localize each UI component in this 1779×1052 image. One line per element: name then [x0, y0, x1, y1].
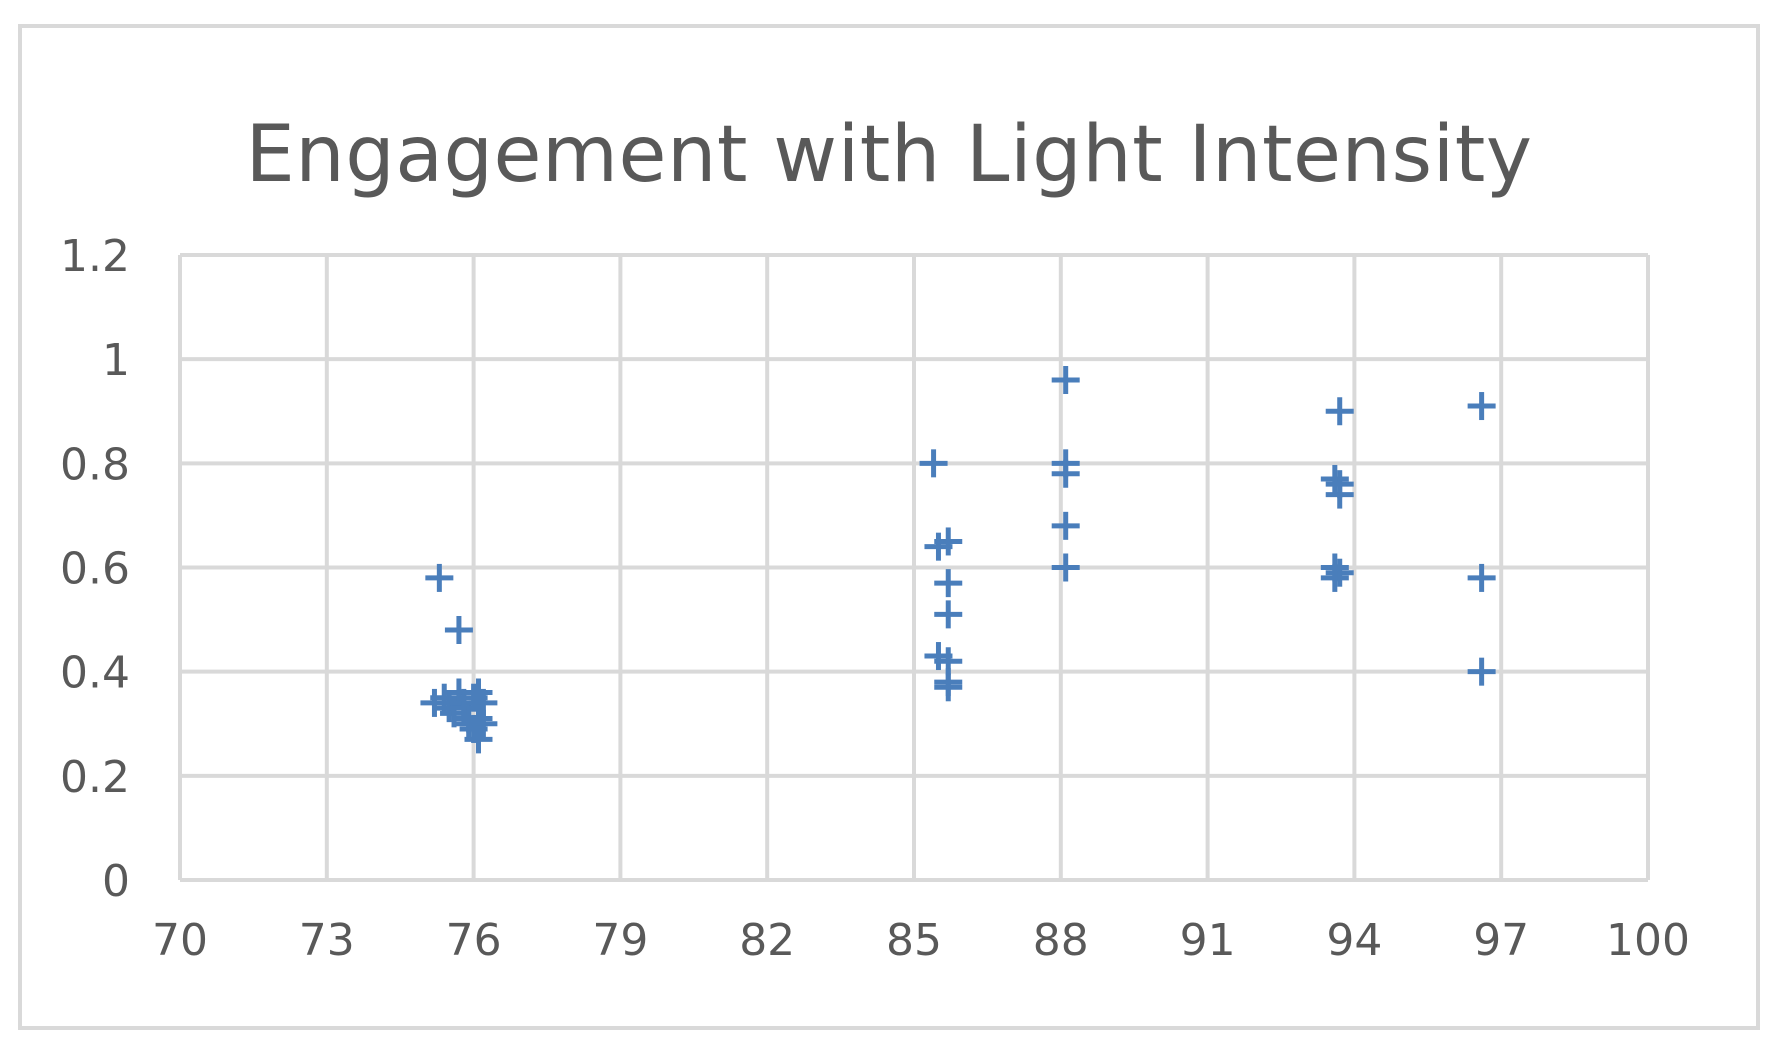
- x-tick-label: 70: [152, 915, 208, 966]
- data-point: [425, 563, 454, 592]
- data-point: [1325, 480, 1354, 509]
- y-tick-label: 0.6: [60, 544, 130, 595]
- data-point: [469, 709, 498, 738]
- data-point: [1320, 563, 1349, 592]
- data-point: [934, 673, 963, 702]
- chart-frame: Engagement with Light Intensity: [18, 24, 1760, 1030]
- y-tick-label: 0.4: [60, 648, 130, 699]
- data-point: [1467, 392, 1496, 421]
- data-point: [1325, 558, 1354, 587]
- x-tick-label: 97: [1473, 915, 1529, 966]
- x-tick-label: 79: [592, 915, 648, 966]
- grid-lines: [178, 253, 1650, 882]
- data-point: [934, 569, 963, 598]
- data-point: [1051, 553, 1080, 582]
- data-point: [1320, 464, 1349, 493]
- data-point: [1051, 459, 1080, 488]
- data-point: [1467, 563, 1496, 592]
- data-point: [1051, 511, 1080, 540]
- data-point: [1051, 366, 1080, 394]
- data-point: [1467, 657, 1496, 686]
- data-point: [444, 616, 473, 644]
- axes: [178, 255, 1648, 882]
- data-points: [420, 366, 1496, 754]
- y-tick-label: 0.8: [60, 439, 130, 490]
- y-tick-label: 1.2: [60, 231, 130, 282]
- y-tick-label: 0: [102, 856, 130, 907]
- data-point: [919, 449, 948, 478]
- data-point: [464, 725, 493, 754]
- x-tick-label: 82: [739, 915, 795, 966]
- x-tick-label: 100: [1606, 915, 1690, 966]
- x-tick-label: 91: [1180, 915, 1236, 966]
- y-tick-label: 0.2: [60, 752, 130, 803]
- x-tick-label: 94: [1326, 915, 1382, 966]
- data-point: [1325, 397, 1354, 426]
- chart-title: Engagement with Light Intensity: [245, 110, 1533, 200]
- y-tick-label: 1: [102, 335, 130, 386]
- x-tick-label: 73: [299, 915, 355, 966]
- x-tick-label: 88: [1033, 915, 1089, 966]
- data-point: [934, 527, 963, 556]
- x-tick-label: 85: [886, 915, 942, 966]
- x-tick-label: 76: [446, 915, 502, 966]
- tick-labels: 70 73 76 79 82 85 88 91 94 97 100 0 0.2 0.4 0.6 0.8 1 1.2: [60, 231, 1690, 966]
- data-point: [934, 600, 963, 629]
